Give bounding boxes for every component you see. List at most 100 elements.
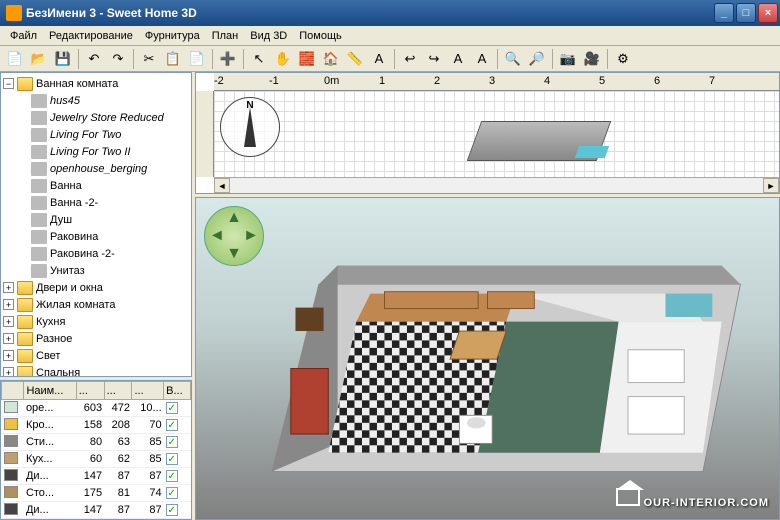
tree-item[interactable]: openhouse_berging [3, 160, 189, 177]
toolbar-button-8[interactable]: 📋 [162, 48, 184, 70]
toolbar-button-20[interactable]: ↩ [399, 48, 421, 70]
plan-2d-area[interactable]: -2-10m1234567 ◄ ► [195, 72, 780, 194]
menubar: Файл Редактирование Фурнитура План Вид 3… [0, 26, 780, 46]
toolbar-button-4[interactable]: ↶ [83, 48, 105, 70]
scroll-track[interactable] [230, 178, 763, 193]
toolbar-button-11[interactable]: ➕ [217, 48, 239, 70]
tree-item[interactable]: Living For Two II [3, 143, 189, 160]
maximize-button[interactable]: □ [736, 3, 756, 23]
visibility-checkbox[interactable]: ✓ [166, 436, 178, 448]
tree-expander[interactable]: + [3, 350, 14, 361]
menu-help[interactable]: Помощь [293, 28, 348, 44]
toolbar-button-25[interactable]: 🔍 [502, 48, 524, 70]
toolbar-button-5[interactable]: ↷ [107, 48, 129, 70]
table-row[interactable]: Ди...1478787✓ [2, 502, 191, 519]
furniture-tree[interactable]: −Ванная комнатаhus45Jewelry Store Reduce… [0, 72, 192, 377]
tree-expander[interactable]: + [3, 367, 14, 377]
tree-item[interactable]: +Двери и окна [3, 279, 189, 296]
menu-3dview[interactable]: Вид 3D [244, 28, 293, 44]
table-header[interactable]: ... [76, 382, 104, 400]
toolbar-button-29[interactable]: 🎥 [581, 48, 603, 70]
tree-item[interactable]: hus45 [3, 92, 189, 109]
table-row[interactable]: Кух...606285✓ [2, 451, 191, 468]
toolbar-button-7[interactable]: ✂ [138, 48, 160, 70]
tree-item[interactable]: +Разное [3, 330, 189, 347]
tree-item[interactable]: Унитаз [3, 262, 189, 279]
toolbar-button-0[interactable]: 📄 [4, 48, 26, 70]
item-icon [31, 264, 47, 278]
table-header[interactable]: ... [104, 382, 132, 400]
toolbar-button-22[interactable]: A [447, 48, 469, 70]
menu-furniture[interactable]: Фурнитура [139, 28, 206, 44]
tree-item[interactable]: −Ванная комната [3, 75, 189, 92]
view-3d[interactable]: ▲ ▼ ◄ ► [195, 197, 780, 520]
toolbar-button-9[interactable]: 📄 [186, 48, 208, 70]
table-row[interactable]: Кро...15820870✓ [2, 417, 191, 434]
tree-item[interactable]: Душ [3, 211, 189, 228]
table-row[interactable]: Сто...1758174✓ [2, 485, 191, 502]
toolbar-button-23[interactable]: A [471, 48, 493, 70]
folder-icon [17, 349, 33, 363]
visibility-checkbox[interactable]: ✓ [166, 453, 178, 465]
table-header[interactable]: Наим... [24, 382, 76, 400]
toolbar-button-1[interactable]: 📂 [28, 48, 50, 70]
nav-left-icon[interactable]: ◄ [209, 227, 225, 245]
tree-item[interactable]: + Кухня [3, 313, 189, 330]
table-row[interactable]: ope...60347210...✓ [2, 400, 191, 417]
tree-item[interactable]: +Спальня [3, 364, 189, 377]
toolbar-button-31[interactable]: ⚙ [612, 48, 634, 70]
tree-expander[interactable]: + [3, 333, 14, 344]
furniture-table[interactable]: Наим............В...ope...60347210...✓Кр… [1, 381, 191, 519]
tree-item[interactable]: Jewelry Store Reduced [3, 109, 189, 126]
scroll-right-button[interactable]: ► [763, 178, 779, 193]
tree-item[interactable]: Ванна [3, 177, 189, 194]
toolbar-button-13[interactable]: ↖ [248, 48, 270, 70]
table-row[interactable]: Ди...1478787✓ [2, 468, 191, 485]
toolbar-button-18[interactable]: A [368, 48, 390, 70]
menu-edit[interactable]: Редактирование [43, 28, 139, 44]
visibility-checkbox[interactable]: ✓ [166, 487, 178, 499]
visibility-checkbox[interactable]: ✓ [166, 402, 178, 414]
tree-item[interactable]: Living For Two [3, 126, 189, 143]
tree-expander[interactable]: + [3, 282, 14, 293]
toolbar-separator [212, 49, 213, 69]
compass-icon[interactable] [220, 97, 280, 157]
table-header[interactable]: ... [132, 382, 164, 400]
nav-right-icon[interactable]: ► [243, 227, 259, 245]
tree-expander[interactable]: + [3, 316, 14, 327]
table-header[interactable] [2, 382, 24, 400]
toolbar-button-26[interactable]: 🔎 [526, 48, 548, 70]
tree-item[interactable]: Раковина -2- [3, 245, 189, 262]
table-header[interactable]: В... [164, 382, 191, 400]
visibility-checkbox[interactable]: ✓ [166, 470, 178, 482]
scroll-left-button[interactable]: ◄ [214, 178, 230, 193]
close-button[interactable]: × [758, 3, 778, 23]
nav-up-icon[interactable]: ▲ [226, 209, 242, 227]
tree-label: Жилая комната [36, 299, 115, 311]
visibility-checkbox[interactable]: ✓ [166, 504, 178, 516]
menu-file[interactable]: Файл [4, 28, 43, 44]
toolbar-button-15[interactable]: 🧱 [296, 48, 318, 70]
toolbar-button-28[interactable]: 📷 [557, 48, 579, 70]
toolbar-button-2[interactable]: 💾 [52, 48, 74, 70]
toolbar-button-16[interactable]: 🏠 [320, 48, 342, 70]
3d-nav-control[interactable]: ▲ ▼ ◄ ► [204, 206, 264, 266]
tree-expander[interactable]: + [3, 299, 14, 310]
plan-scrollbar-h[interactable]: ◄ ► [214, 177, 779, 193]
toolbar-button-14[interactable]: ✋ [272, 48, 294, 70]
minimize-button[interactable]: _ [714, 3, 734, 23]
tree-expander[interactable]: − [3, 78, 14, 89]
plan-canvas[interactable] [214, 91, 779, 177]
row-swatch-icon [4, 469, 18, 481]
visibility-checkbox[interactable]: ✓ [166, 419, 178, 431]
menu-plan[interactable]: План [206, 28, 245, 44]
tree-item[interactable]: Ванна -2- [3, 194, 189, 211]
tree-item[interactable]: + Жилая комната [3, 296, 189, 313]
toolbar-button-17[interactable]: 📏 [344, 48, 366, 70]
nav-down-icon[interactable]: ▼ [226, 245, 242, 263]
tree-item[interactable]: Раковина [3, 228, 189, 245]
table-row[interactable]: Сти...806385✓ [2, 434, 191, 451]
toolbar-button-21[interactable]: ↪ [423, 48, 445, 70]
tree-item[interactable]: +Свет [3, 347, 189, 364]
tree-label: Кухня [36, 316, 65, 328]
